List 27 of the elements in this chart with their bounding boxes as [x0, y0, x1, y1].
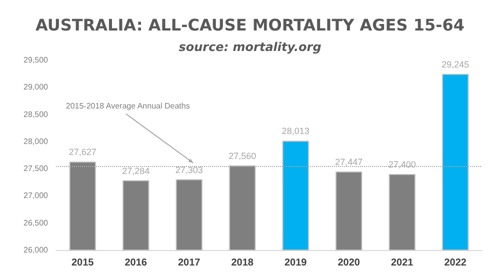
ref-line-label: 2015-2018 Average Annual Deaths [66, 101, 190, 110]
x-tick-label: 2022 [444, 258, 467, 268]
x-tick-label: 2015 [72, 258, 94, 268]
y-tick-label: 29,500 [24, 56, 49, 64]
y-tick-label: 28,500 [24, 110, 49, 119]
data-label: 27,284 [122, 166, 150, 176]
x-tick-label: 2019 [284, 258, 308, 268]
chart-subtitle: source: mortality.org [178, 40, 322, 54]
data-label: 27,627 [68, 147, 96, 158]
y-tick-label: 28,000 [24, 136, 49, 146]
x-tick-label: 2017 [178, 258, 201, 268]
data-label: 29,245 [442, 59, 470, 70]
x-tick-label: 2021 [391, 258, 414, 268]
x-tick-label: 2020 [338, 258, 360, 268]
data-label: 27,447 [335, 156, 363, 167]
data-label: 28,013 [282, 126, 310, 136]
y-tick-label: 27,500 [24, 164, 49, 174]
x-tick-label: 2016 [124, 258, 148, 268]
y-tick-label: 29,000 [24, 82, 49, 92]
y-tick-label: 26,500 [24, 218, 49, 228]
chart-title: AUSTRALIA: ALL-CAUSE MORTALITY AGES 15-64 [36, 16, 464, 34]
data-label: 27,303 [175, 164, 203, 175]
x-tick-label: 2018 [231, 258, 254, 268]
data-label: 27,560 [228, 150, 256, 161]
data-label: 27,400 [388, 160, 416, 170]
y-tick-label: 27,000 [24, 191, 49, 200]
y-tick-label: 26,000 [24, 246, 49, 254]
